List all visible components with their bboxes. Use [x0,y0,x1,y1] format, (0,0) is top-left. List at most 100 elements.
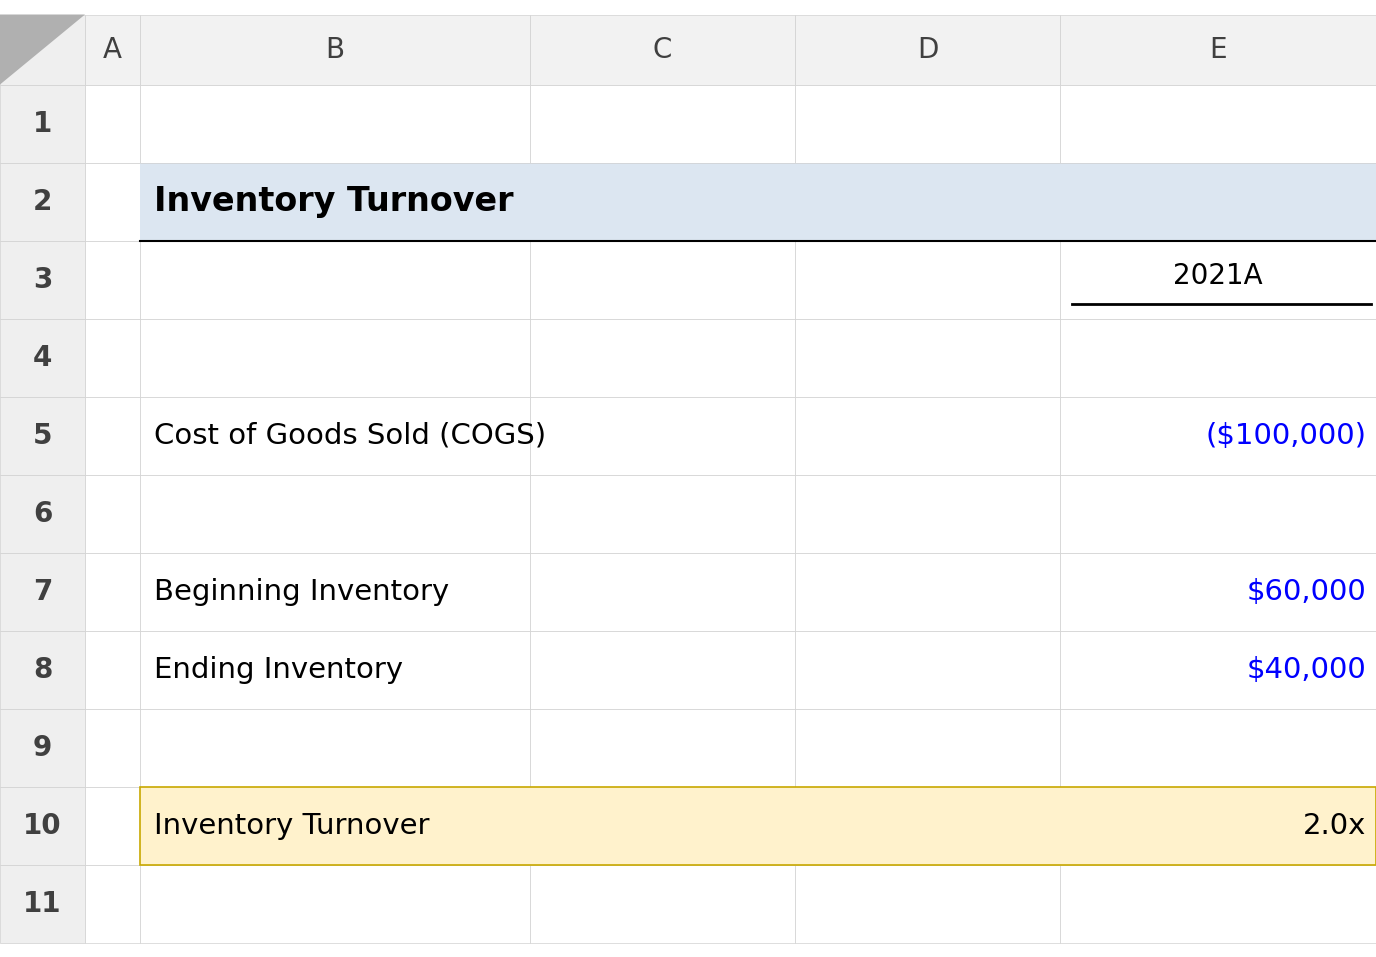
Bar [1060,396,1376,475]
Text: Inventory Turnover: Inventory Turnover [154,812,429,839]
Bar [530,240,795,319]
Bar [1060,163,1376,240]
Bar [530,787,795,864]
Bar [0,552,85,631]
Text: 2: 2 [33,188,52,215]
Bar [140,319,530,396]
Bar [530,319,795,396]
Bar [795,631,1060,708]
Bar [530,396,795,475]
Bar [1060,708,1376,787]
Bar [140,396,530,475]
Bar [140,163,1376,240]
Bar [85,14,140,84]
Bar [1060,84,1376,163]
Text: A: A [103,35,122,63]
Bar [1060,14,1376,84]
Bar [530,475,795,552]
Bar [140,552,530,631]
Bar [0,708,85,787]
Text: C: C [652,35,673,63]
Bar [1060,552,1376,631]
Text: 5: 5 [33,421,52,450]
Text: E: E [1210,35,1227,63]
Bar [85,631,140,708]
Bar [85,319,140,396]
Bar [85,787,140,864]
Text: B: B [326,35,344,63]
Bar [1060,319,1376,396]
Bar [795,475,1060,552]
Text: 1: 1 [33,109,52,138]
Bar [530,631,795,708]
Bar [85,163,140,240]
Bar [530,14,795,84]
Bar [0,319,85,396]
Bar [140,708,530,787]
Bar [85,396,140,475]
Bar [530,84,795,163]
Bar [795,708,1060,787]
Bar [1060,787,1376,864]
Text: Inventory Turnover: Inventory Turnover [154,185,513,218]
Text: $40,000: $40,000 [1247,656,1366,683]
Bar [0,396,85,475]
Bar [795,240,1060,319]
Bar [530,163,795,240]
Bar [85,864,140,943]
Bar [140,787,530,864]
Text: 3: 3 [33,265,52,294]
Bar [0,240,85,319]
Bar [795,396,1060,475]
Bar [140,14,530,84]
Bar [530,552,795,631]
Bar [140,475,530,552]
Bar [0,864,85,943]
Text: ($100,000): ($100,000) [1205,421,1366,450]
Text: 11: 11 [23,889,62,918]
Text: 4: 4 [33,344,52,371]
Text: Beginning Inventory: Beginning Inventory [154,577,449,606]
Bar [140,864,530,943]
Text: 2.0x: 2.0x [1303,812,1366,839]
Bar [140,240,530,319]
Text: 7: 7 [33,577,52,606]
Bar [0,14,85,84]
Bar [1060,864,1376,943]
Bar [795,14,1060,84]
Bar [140,631,530,708]
Bar [140,787,1376,864]
Bar [1060,240,1376,319]
Text: 10: 10 [23,812,62,839]
Bar [85,552,140,631]
Bar [0,84,85,163]
Text: 8: 8 [33,656,52,683]
Bar [795,163,1060,240]
Text: Cost of Goods Sold (COGS): Cost of Goods Sold (COGS) [154,421,546,450]
Bar [140,163,530,240]
Bar [140,84,530,163]
Text: 9: 9 [33,733,52,762]
Text: D: D [916,35,938,63]
Bar [0,475,85,552]
Bar [0,631,85,708]
Bar [795,787,1060,864]
Polygon shape [0,14,85,84]
Bar [1060,631,1376,708]
Text: $60,000: $60,000 [1247,577,1366,606]
Bar [85,84,140,163]
Bar [0,787,85,864]
Bar [85,708,140,787]
Bar [85,240,140,319]
Bar [795,319,1060,396]
Text: Ending Inventory: Ending Inventory [154,656,403,683]
Bar [795,552,1060,631]
Text: 2021A: 2021A [1174,261,1263,290]
Bar [1060,475,1376,552]
Bar [530,708,795,787]
Text: 6: 6 [33,500,52,527]
Bar [530,864,795,943]
Bar [85,475,140,552]
Bar [795,864,1060,943]
Bar [795,84,1060,163]
